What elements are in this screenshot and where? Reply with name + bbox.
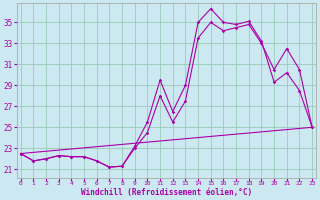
- X-axis label: Windchill (Refroidissement éolien,°C): Windchill (Refroidissement éolien,°C): [81, 188, 252, 197]
